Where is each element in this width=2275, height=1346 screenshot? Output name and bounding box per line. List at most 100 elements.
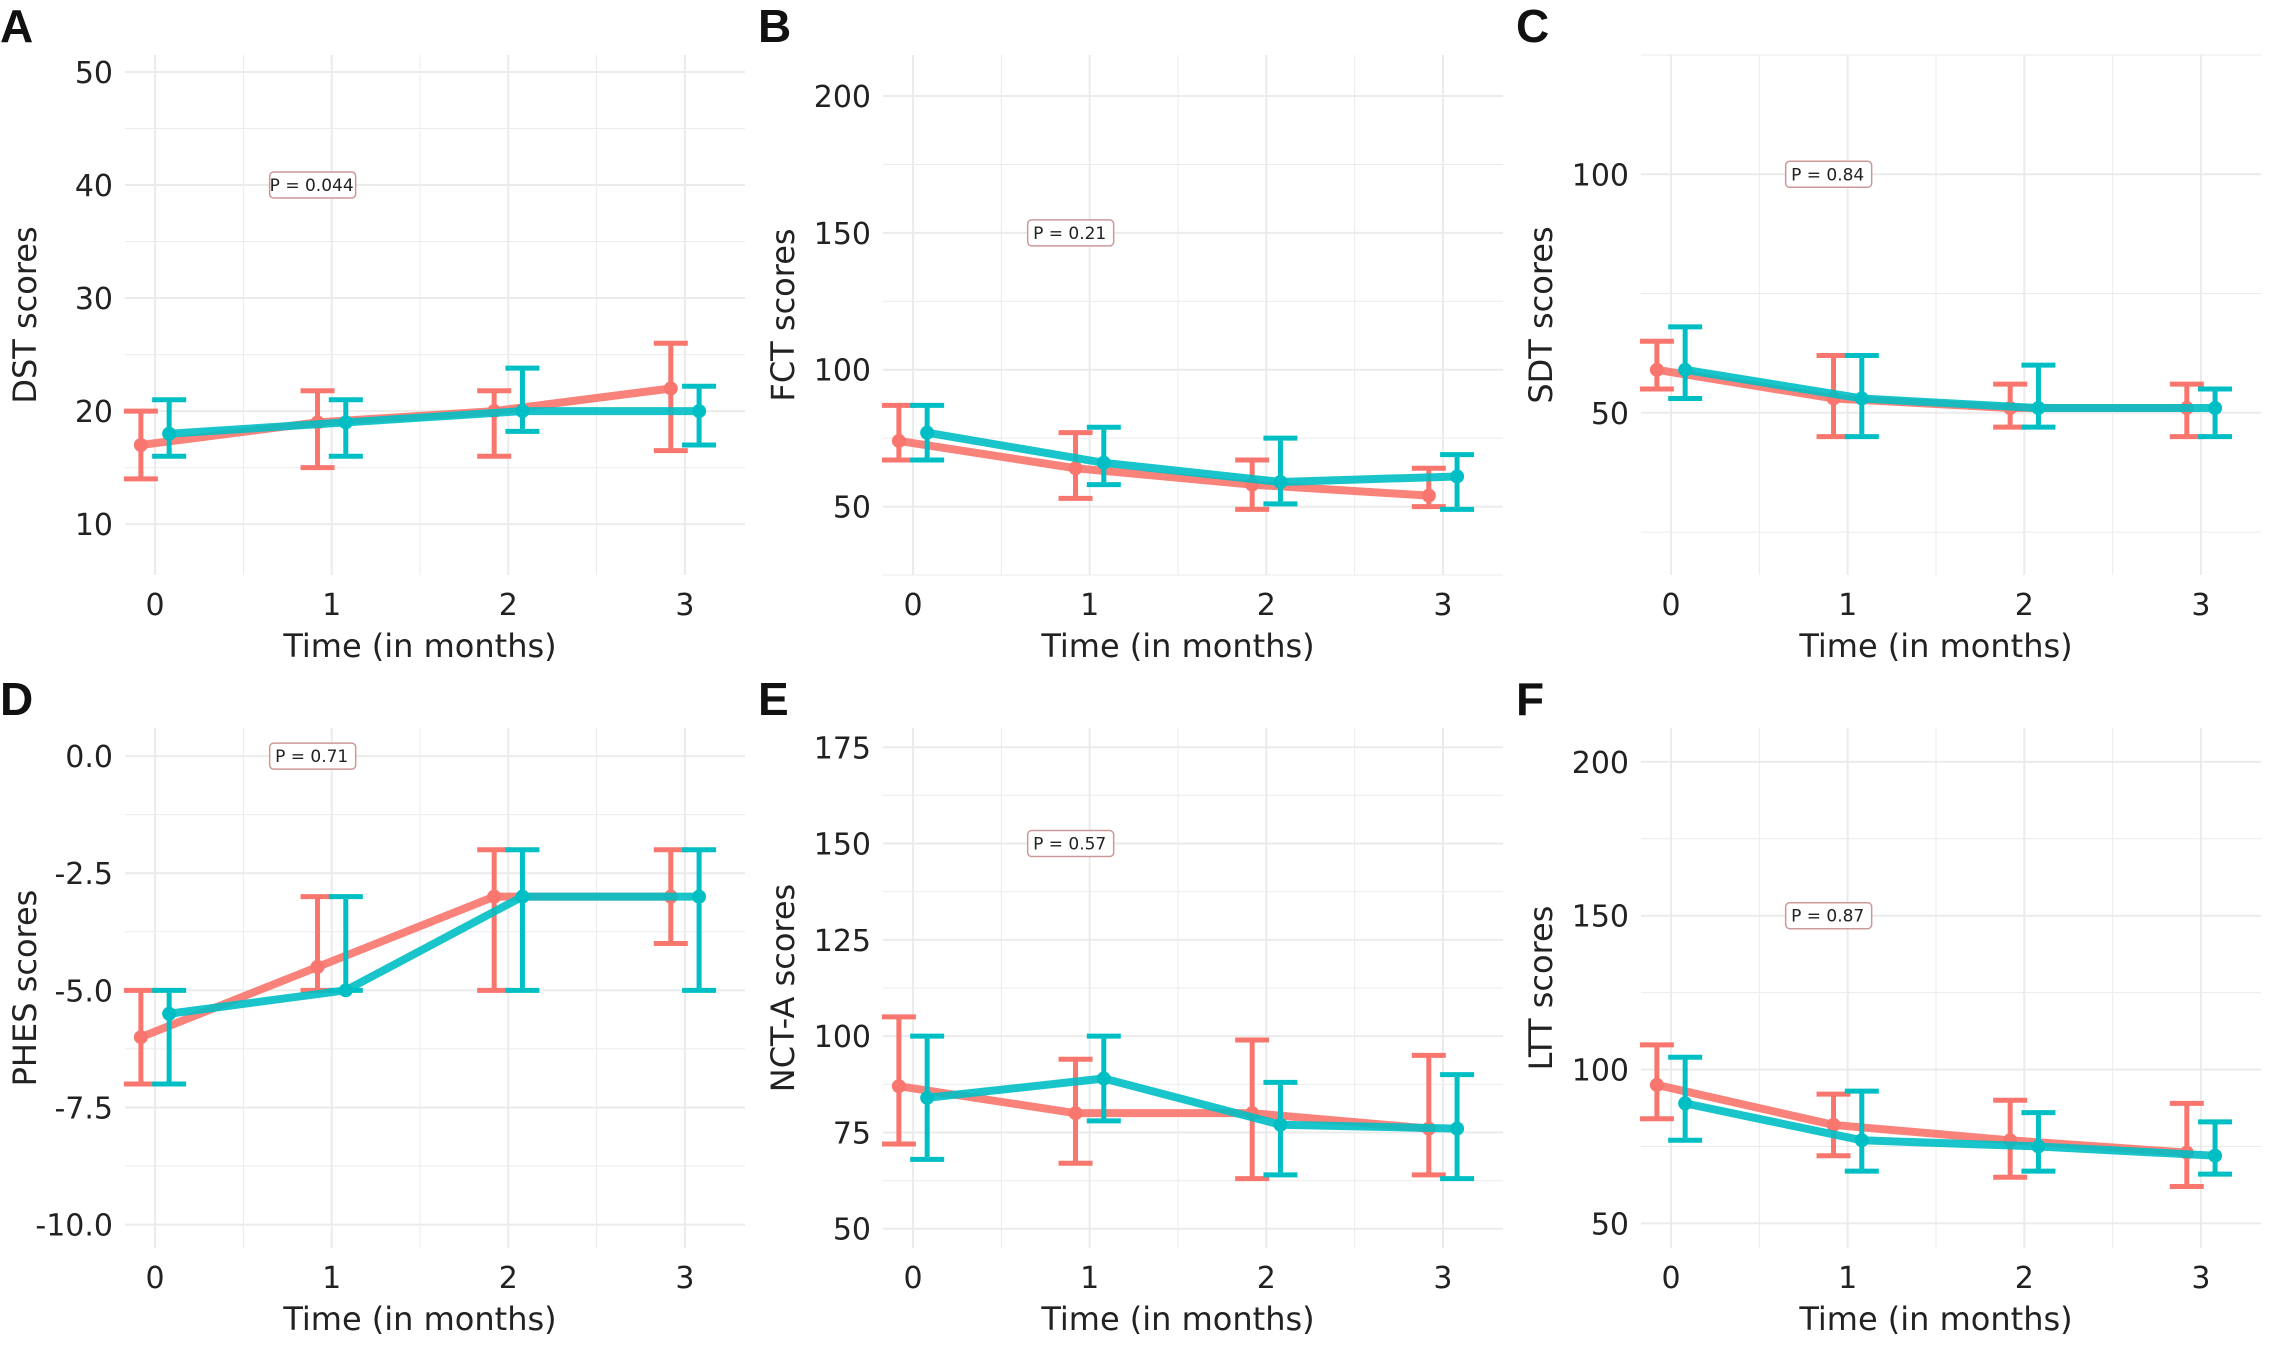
y-tick-label: 150 bbox=[1572, 900, 1629, 935]
x-tick-label: 0 bbox=[1661, 588, 1680, 623]
x-tick-label: 1 bbox=[322, 1261, 341, 1296]
series-1-mean-point bbox=[1826, 1117, 1841, 1132]
x-tick-label: 0 bbox=[145, 1261, 164, 1296]
x-tick-label: 1 bbox=[1080, 588, 1099, 623]
x-axis-title: Time (in months) bbox=[1040, 1300, 1314, 1338]
y-tick-label: -2.5 bbox=[54, 857, 113, 892]
series-2-mean-line bbox=[168, 407, 700, 438]
panel-letter: B bbox=[758, 0, 791, 52]
y-tick-label: -10.0 bbox=[35, 1209, 113, 1244]
y-axis-title: SDT scores bbox=[1522, 226, 1560, 403]
x-tick-label: 1 bbox=[1080, 1261, 1099, 1296]
y-tick-label: 50 bbox=[1591, 1207, 1629, 1242]
series-1-mean-line bbox=[139, 892, 671, 1041]
x-tick-label: 1 bbox=[1838, 588, 1857, 623]
p-value-box bbox=[1784, 160, 1873, 189]
series-2-mean-point bbox=[2208, 401, 2223, 416]
series-1-mean-point bbox=[1068, 1106, 1083, 1121]
series-2-mean-point bbox=[1854, 1133, 1869, 1148]
x-tick-label: 2 bbox=[499, 588, 518, 623]
x-axis-title: Time (in months) bbox=[1798, 627, 2072, 665]
x-tick-label: 2 bbox=[2015, 1261, 2034, 1296]
panel-f: 50 100 150 200 0 1 2 3 Time (in months) LTT score… bbox=[1516, 673, 2261, 1338]
series-2-mean-point bbox=[162, 1006, 177, 1021]
series-2-mean-point bbox=[692, 889, 707, 904]
x-axis-title: Time (in months) bbox=[282, 627, 556, 665]
series-1-mean-point bbox=[133, 438, 148, 452]
series-2-mean-point bbox=[692, 404, 707, 419]
y-tick-label: 200 bbox=[1572, 746, 1629, 781]
p-value-label: P = 0.87 bbox=[1791, 907, 1864, 927]
x-tick-label: 3 bbox=[675, 1261, 694, 1296]
y-tick-label: 100 bbox=[814, 1020, 871, 1055]
p-value-label: P = 0.044 bbox=[270, 176, 354, 196]
y-tick-label: 100 bbox=[1572, 1054, 1629, 1089]
series-1-mean-line bbox=[898, 436, 1430, 500]
series-2-mean-point bbox=[1678, 362, 1693, 377]
y-axis-title: LTT scores bbox=[1522, 906, 1560, 1071]
panel-letter: F bbox=[1516, 673, 1544, 725]
y-axis-title: NCT-A scores bbox=[764, 884, 802, 1092]
x-tick-label: 2 bbox=[1257, 1261, 1276, 1296]
y-tick-label: 200 bbox=[814, 80, 871, 115]
series-2-mean-point bbox=[1450, 1121, 1465, 1136]
p-value-box bbox=[1784, 901, 1873, 930]
series-2-mean-point bbox=[338, 415, 353, 430]
y-axis-title: FCT scores bbox=[764, 228, 802, 401]
x-tick-label: 3 bbox=[2191, 1261, 2210, 1296]
series-2-mean-line bbox=[1684, 1099, 2216, 1160]
y-tick-label: -7.5 bbox=[54, 1091, 113, 1126]
y-tick-label: 30 bbox=[75, 282, 113, 317]
panel-letter: E bbox=[758, 673, 789, 725]
y-axis-title: PHES scores bbox=[6, 890, 44, 1087]
series-2-mean-point bbox=[2208, 1148, 2223, 1163]
x-tick-label: 3 bbox=[2191, 588, 2210, 623]
series-1-mean-point bbox=[310, 959, 325, 974]
x-tick-label: 0 bbox=[903, 1261, 922, 1296]
x-tick-label: 0 bbox=[903, 588, 922, 623]
x-axis-title: Time (in months) bbox=[1798, 1300, 2072, 1338]
x-tick-label: 2 bbox=[2015, 588, 2034, 623]
y-tick-label: 50 bbox=[1591, 397, 1629, 432]
series-2-mean-point bbox=[1450, 469, 1465, 484]
series-1-mean-point bbox=[133, 1030, 148, 1045]
y-axis-title: DST scores bbox=[6, 226, 44, 403]
panel-e: 50 75 100 125 150 175 0 1 2 3 Time (in months) NCT-… bbox=[758, 673, 1503, 1338]
y-tick-label: 125 bbox=[814, 924, 871, 959]
series-2-mean-line bbox=[926, 1074, 1458, 1133]
y-tick-label: 50 bbox=[833, 1213, 871, 1248]
series-2-mean-point bbox=[1273, 474, 1288, 489]
series-1-mean-point bbox=[1649, 362, 1664, 377]
y-tick-label: -5.0 bbox=[54, 974, 113, 1009]
x-tick-label: 0 bbox=[145, 588, 164, 623]
y-tick-label: 150 bbox=[814, 828, 871, 863]
series-1-mean-point bbox=[663, 381, 678, 396]
x-axis-title: Time (in months) bbox=[282, 1300, 556, 1338]
x-tick-label: 3 bbox=[675, 588, 694, 623]
series-2-mean-line bbox=[1684, 365, 2216, 413]
y-tick-label: 50 bbox=[75, 56, 113, 91]
series-1-mean-point bbox=[891, 1079, 906, 1094]
y-tick-label: 0.0 bbox=[65, 740, 113, 775]
x-axis-title: Time (in months) bbox=[1040, 627, 1314, 665]
p-value-label: P = 0.57 bbox=[1033, 835, 1106, 855]
p-value-box bbox=[268, 171, 357, 199]
x-tick-label: 2 bbox=[1257, 588, 1276, 623]
series-2-mean-point bbox=[338, 983, 353, 998]
series-2-mean-point bbox=[920, 425, 935, 440]
series-2-mean-point bbox=[515, 404, 530, 419]
series-2-mean-point bbox=[162, 426, 177, 441]
series-1-mean-point bbox=[1421, 488, 1436, 503]
y-tick-label: 150 bbox=[814, 217, 871, 252]
y-tick-label: 175 bbox=[814, 731, 871, 766]
series-2-mean-point bbox=[1273, 1117, 1288, 1132]
panel-c: 50 100 0 1 2 3 Time (in months) SDT scores C P = … bbox=[1516, 0, 2261, 665]
y-tick-label: 100 bbox=[1572, 158, 1629, 193]
y-tick-label: 50 bbox=[833, 491, 871, 526]
series-1-mean-point bbox=[487, 889, 502, 904]
panel-letter: D bbox=[0, 673, 33, 725]
series-2-mean-point bbox=[2031, 401, 2046, 416]
y-tick-label: 20 bbox=[75, 395, 113, 430]
p-value-label: P = 0.21 bbox=[1033, 224, 1106, 244]
